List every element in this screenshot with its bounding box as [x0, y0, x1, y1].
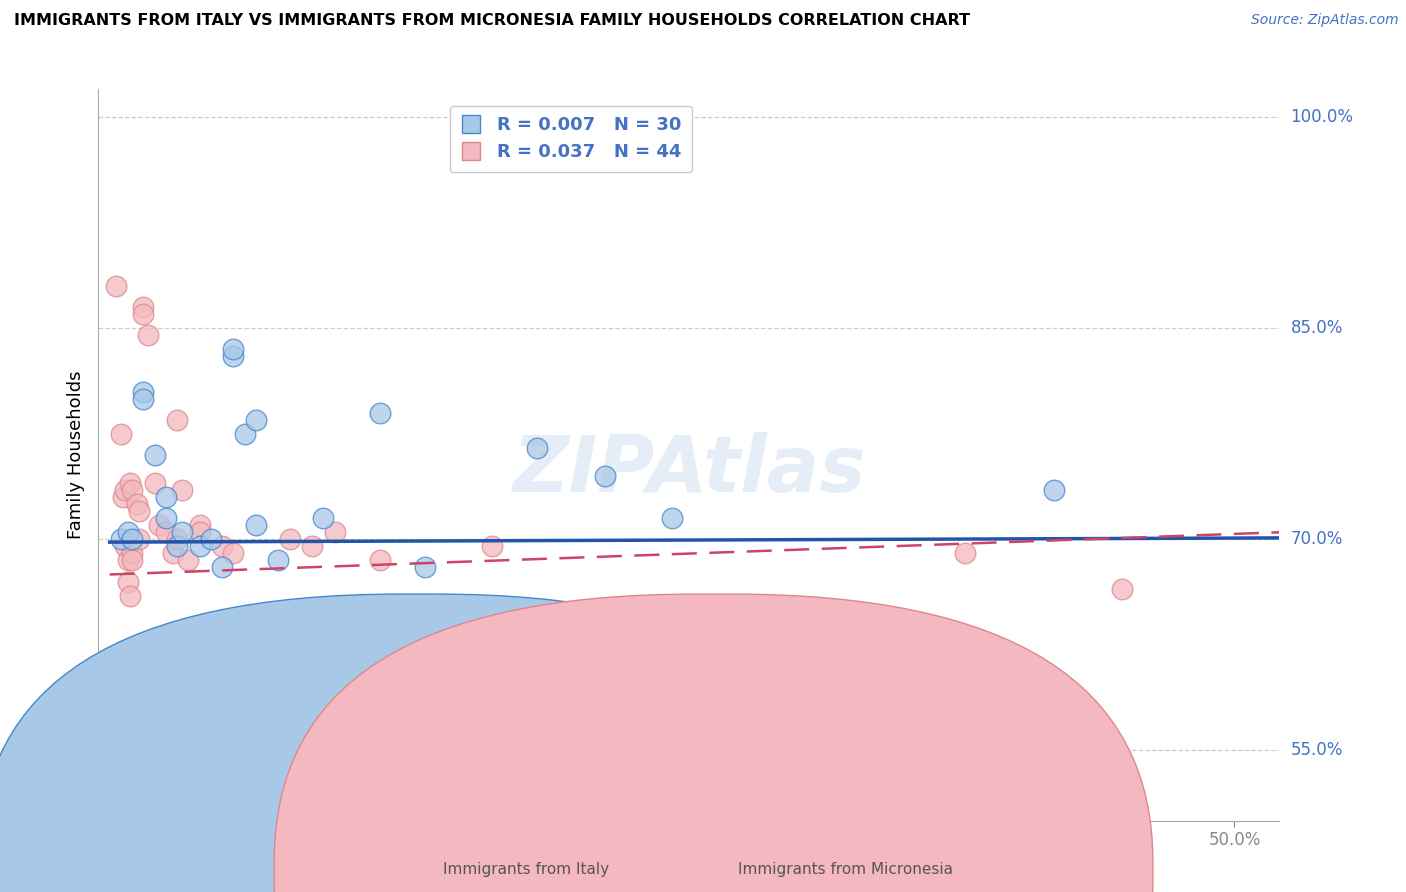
- Point: [121, 483, 143, 497]
- Point: [368, 406, 391, 420]
- Point: [211, 539, 233, 553]
- Point: [188, 539, 211, 553]
- Point: [222, 546, 245, 560]
- Point: [143, 448, 166, 462]
- Point: [211, 560, 233, 574]
- Point: [593, 469, 616, 483]
- Text: 85.0%: 85.0%: [1291, 319, 1343, 337]
- Point: [128, 504, 150, 518]
- Point: [200, 715, 222, 730]
- Point: [112, 490, 135, 504]
- Point: [177, 553, 200, 567]
- Text: 100.0%: 100.0%: [1291, 108, 1354, 127]
- Point: [110, 533, 132, 547]
- Legend: R = 0.007   N = 30, R = 0.037   N = 44: R = 0.007 N = 30, R = 0.037 N = 44: [450, 105, 692, 172]
- Point: [245, 694, 267, 708]
- Point: [121, 553, 143, 567]
- Point: [458, 785, 481, 799]
- Point: [170, 483, 193, 497]
- Point: [526, 441, 548, 455]
- Text: IMMIGRANTS FROM ITALY VS IMMIGRANTS FROM MICRONESIA FAMILY HOUSEHOLDS CORRELATIO: IMMIGRANTS FROM ITALY VS IMMIGRANTS FROM…: [14, 13, 970, 29]
- Point: [132, 300, 155, 314]
- Point: [222, 343, 245, 357]
- Point: [323, 525, 346, 540]
- Point: [132, 384, 155, 399]
- Point: [233, 426, 256, 441]
- Point: [114, 483, 136, 497]
- Point: [436, 792, 458, 806]
- Text: Source: ZipAtlas.com: Source: ZipAtlas.com: [1251, 13, 1399, 28]
- Point: [290, 609, 312, 624]
- Point: [245, 518, 267, 533]
- Point: [436, 673, 458, 687]
- Text: Immigrants from Italy: Immigrants from Italy: [443, 863, 609, 877]
- Point: [953, 546, 976, 560]
- Y-axis label: Family Households: Family Households: [66, 371, 84, 539]
- Point: [128, 533, 150, 547]
- Point: [132, 307, 155, 321]
- Point: [121, 533, 143, 547]
- Point: [312, 511, 335, 525]
- Point: [148, 518, 170, 533]
- Point: [166, 539, 188, 553]
- Point: [1111, 582, 1133, 596]
- Point: [256, 701, 278, 715]
- Point: [267, 708, 290, 723]
- Point: [200, 533, 222, 547]
- Point: [117, 553, 139, 567]
- Point: [368, 553, 391, 567]
- Point: [245, 413, 267, 427]
- Point: [136, 328, 159, 343]
- Point: [110, 426, 132, 441]
- Point: [155, 511, 177, 525]
- Point: [117, 525, 139, 540]
- Text: ZIPAtlas: ZIPAtlas: [512, 432, 866, 508]
- Point: [155, 525, 177, 540]
- Text: Immigrants from Micronesia: Immigrants from Micronesia: [738, 863, 953, 877]
- Point: [155, 490, 177, 504]
- Point: [188, 518, 211, 533]
- Point: [118, 476, 141, 491]
- Point: [195, 701, 218, 715]
- Point: [222, 350, 245, 364]
- Point: [118, 589, 141, 603]
- Point: [278, 533, 301, 547]
- Point: [267, 553, 290, 567]
- Point: [170, 525, 193, 540]
- Point: [114, 539, 136, 553]
- Point: [301, 708, 323, 723]
- Point: [188, 525, 211, 540]
- Point: [481, 539, 503, 553]
- Point: [105, 279, 128, 293]
- Point: [166, 413, 188, 427]
- Point: [143, 476, 166, 491]
- Point: [125, 497, 148, 511]
- Text: 70.0%: 70.0%: [1291, 531, 1343, 549]
- Point: [166, 533, 188, 547]
- Point: [661, 511, 683, 525]
- Point: [233, 757, 256, 772]
- Point: [162, 546, 184, 560]
- Point: [413, 560, 436, 574]
- Point: [121, 546, 143, 560]
- Point: [1043, 483, 1066, 497]
- Point: [301, 539, 323, 553]
- Point: [117, 574, 139, 589]
- Text: 55.0%: 55.0%: [1291, 741, 1343, 759]
- Point: [132, 392, 155, 406]
